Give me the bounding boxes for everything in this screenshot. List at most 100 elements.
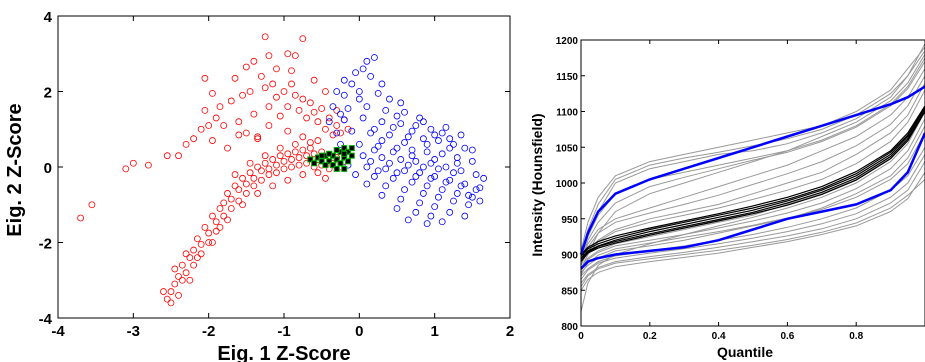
- scatter-x-axis-label: Eig. 1 Z-Score: [217, 343, 350, 362]
- scatter-point: [318, 152, 325, 159]
- scatter-point: [423, 220, 431, 228]
- scatter-point: [242, 180, 250, 188]
- scatter-point: [291, 140, 299, 148]
- scatter-point: [386, 95, 393, 103]
- scatter-point: [341, 150, 348, 157]
- quantile-y-tick-label: 1150: [556, 72, 578, 83]
- scatter-point: [209, 89, 216, 97]
- scatter-point: [299, 133, 307, 141]
- scatter-point: [438, 150, 446, 158]
- quantile-series-line: [580, 105, 925, 255]
- scatter-point: [333, 156, 340, 163]
- scatter-point: [257, 167, 265, 175]
- scatter-point: [250, 174, 258, 182]
- quantile-x-tick-label: 0.2: [643, 331, 657, 342]
- scatter-point: [468, 146, 476, 154]
- scatter-point: [314, 169, 322, 177]
- quantile-y-tick-label: 1100: [556, 108, 578, 119]
- scatter-point: [77, 214, 84, 222]
- scatter-point: [322, 174, 329, 182]
- scatter-point: [337, 160, 344, 167]
- quantile-y-tick-label: 1050: [556, 143, 579, 154]
- scatter-point: [355, 95, 363, 103]
- scatter-point: [408, 178, 416, 186]
- scatter-point: [239, 91, 246, 99]
- scatter-point: [269, 80, 277, 88]
- quantile-series-line: [580, 111, 925, 312]
- scatter-point: [412, 157, 420, 165]
- scatter-point: [205, 239, 213, 246]
- scatter-point: [303, 114, 311, 122]
- scatter-point: [416, 199, 424, 207]
- scatter-point: [257, 73, 265, 80]
- scatter-x-tick-label: -2: [202, 323, 215, 340]
- scatter-point: [408, 152, 416, 160]
- scatter-point: [163, 295, 171, 303]
- scatter-point: [175, 273, 182, 280]
- scatter-point: [401, 139, 408, 146]
- quantile-series-line: [580, 106, 925, 257]
- scatter-y-tick-label: -4: [39, 311, 53, 328]
- scatter-x-tick-label: -4: [51, 323, 65, 340]
- scatter-point: [163, 152, 171, 160]
- scatter-x-tick-label: 2: [506, 323, 514, 340]
- scatter-point: [453, 190, 461, 197]
- scatter-point: [295, 161, 303, 169]
- quantile-x-axis-label: Quantile: [717, 344, 773, 360]
- scatter-point: [419, 118, 427, 126]
- scatter-point: [178, 276, 186, 284]
- scatter-point: [257, 176, 265, 184]
- scatter-point: [288, 163, 295, 171]
- scatter-point: [311, 160, 318, 167]
- scatter-point: [355, 88, 363, 95]
- scatter-point: [280, 157, 288, 165]
- scatter-point: [182, 140, 190, 148]
- scatter-point: [212, 227, 220, 235]
- scatter-point: [476, 197, 484, 205]
- scatter-point: [461, 212, 469, 220]
- scatter-point: [468, 157, 476, 165]
- scatter-point: [265, 171, 273, 178]
- quantile-y-tick-label: 850: [561, 286, 578, 297]
- quantile-series-line: [580, 43, 925, 255]
- scatter-point: [374, 142, 382, 150]
- quantile-x-tick-label: 0.6: [780, 331, 794, 342]
- scatter-point: [389, 174, 397, 182]
- scatter-point: [401, 167, 408, 175]
- scatter-point: [367, 129, 375, 137]
- scatter-point: [472, 171, 480, 178]
- scatter-point: [419, 190, 427, 197]
- scatter-point: [393, 169, 401, 177]
- quantile-series-line: [580, 46, 925, 252]
- scatter-point: [355, 140, 363, 148]
- quantile-series-line: [580, 89, 925, 270]
- scatter-point: [246, 159, 254, 167]
- scatter-point: [325, 118, 333, 126]
- scatter-point: [333, 147, 340, 154]
- scatter-point: [378, 80, 386, 88]
- scatter-point: [367, 73, 375, 80]
- scatter-point: [201, 74, 209, 82]
- quantile-x-tick-label: 0.4: [712, 331, 726, 342]
- scatter-point: [337, 140, 344, 148]
- scatter-point: [220, 122, 228, 129]
- scatter-point: [408, 127, 416, 135]
- quantile-series-line: [580, 61, 925, 262]
- scatter-point: [197, 250, 205, 258]
- scatter-point: [273, 65, 280, 73]
- scatter-point: [465, 191, 472, 199]
- scatter-point: [446, 208, 454, 216]
- scatter-point: [306, 99, 314, 107]
- scatter-point: [438, 218, 446, 226]
- scatter-point: [314, 118, 322, 126]
- scatter-point: [288, 67, 295, 75]
- scatter-points: [77, 33, 488, 307]
- scatter-point: [431, 131, 439, 139]
- quantile-x-tick-label: 0: [578, 331, 584, 342]
- scatter-point: [239, 201, 246, 209]
- scatter-point: [216, 103, 224, 110]
- scatter-point: [201, 106, 209, 114]
- quantile-series-line: [580, 172, 925, 291]
- scatter-point: [306, 139, 314, 146]
- scatter-point: [299, 35, 307, 43]
